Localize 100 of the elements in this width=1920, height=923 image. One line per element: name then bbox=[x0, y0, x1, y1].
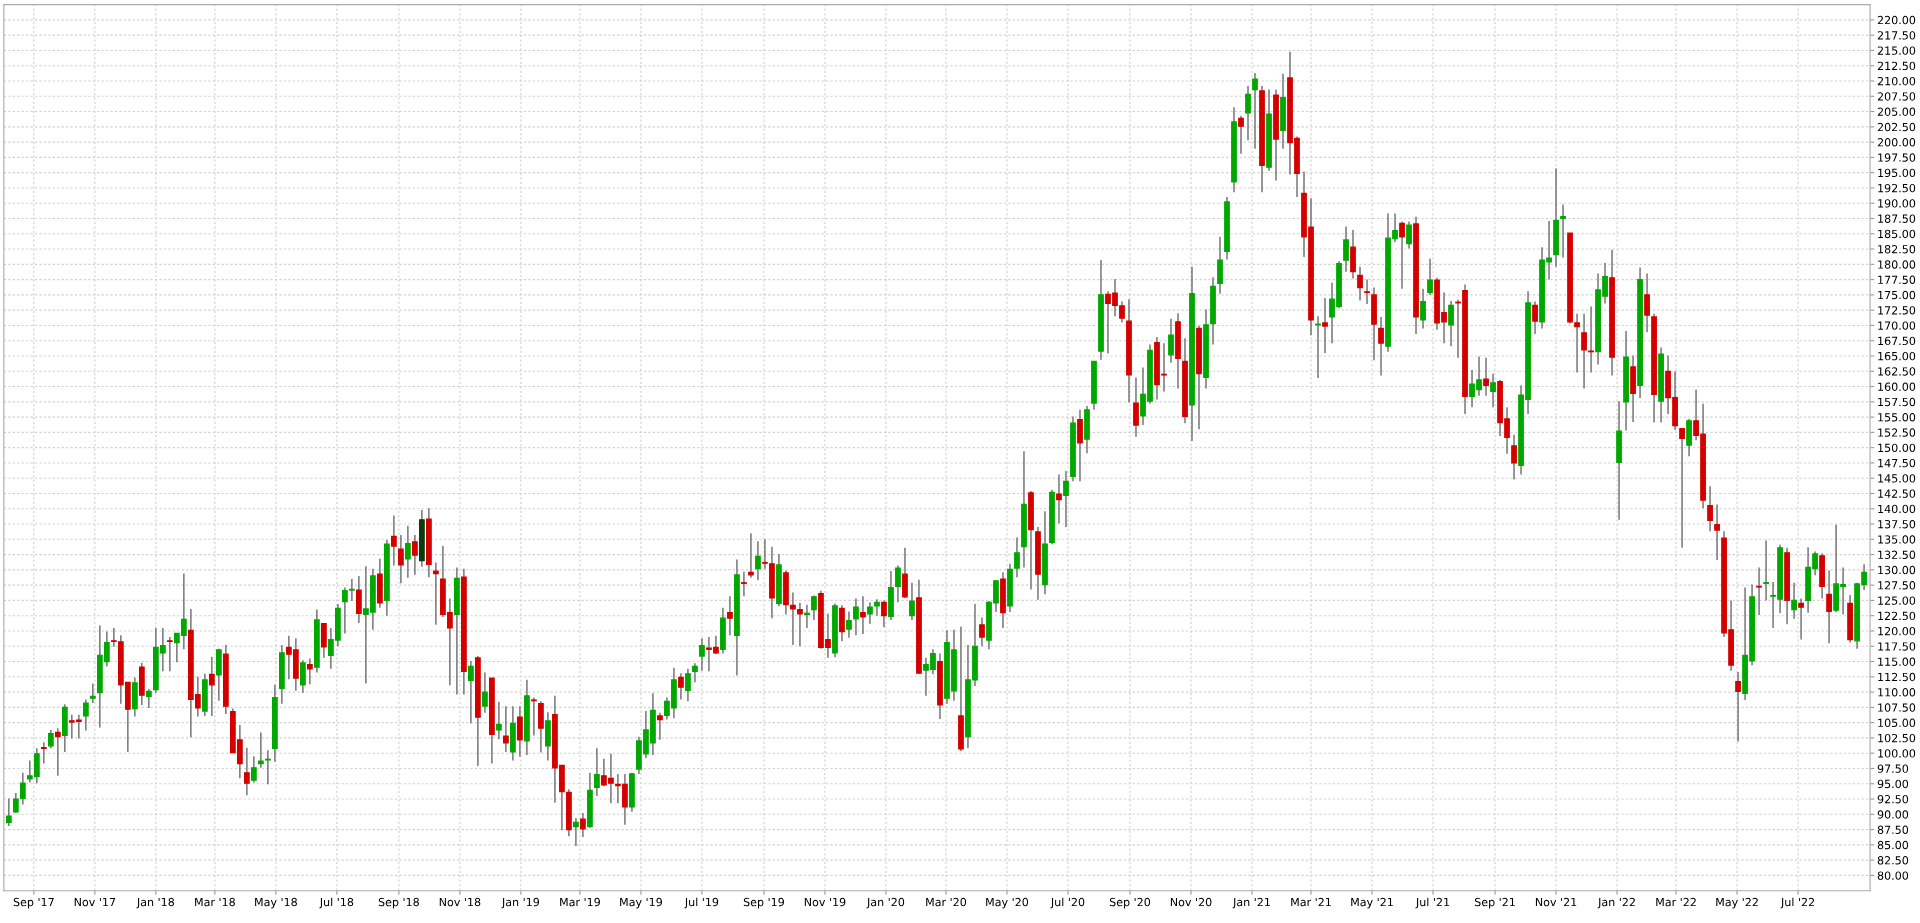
y-tick-label: 117.50 bbox=[1878, 642, 1916, 651]
y-tick-label: 190.00 bbox=[1878, 199, 1916, 208]
candlestick bbox=[5, 797, 12, 827]
x-tick-label: Jul '19 bbox=[684, 897, 719, 909]
y-tick-label: 170.00 bbox=[1878, 321, 1916, 330]
y-tick-label: 135.00 bbox=[1878, 535, 1916, 544]
candlestick bbox=[503, 705, 509, 753]
candlestick bbox=[1378, 316, 1384, 377]
candlestick bbox=[755, 540, 761, 581]
y-tick-label: 82.50 bbox=[1877, 856, 1909, 865]
candlestick bbox=[1756, 566, 1762, 616]
candlestick bbox=[1217, 236, 1223, 295]
candlestick bbox=[433, 561, 439, 626]
x-tick-label: Jan '22 bbox=[1597, 897, 1635, 909]
y-tick-label: 187.50 bbox=[1878, 214, 1916, 223]
y-tick-label: 102.50 bbox=[1878, 733, 1916, 743]
candlestick bbox=[1763, 539, 1769, 602]
y-tick-label: 130.00 bbox=[1878, 565, 1916, 575]
candlestick bbox=[1252, 72, 1258, 150]
y-tick-label: 122.50 bbox=[1878, 611, 1916, 621]
candlestick bbox=[685, 668, 691, 702]
candlestick bbox=[356, 575, 362, 624]
x-tick-label: Mar '18 bbox=[195, 897, 235, 907]
x-tick-label: May '18 bbox=[255, 897, 297, 909]
candlestick bbox=[678, 672, 684, 701]
candlestick bbox=[1511, 434, 1517, 481]
candlestick bbox=[902, 547, 908, 599]
x-tick-label: Nov '21 bbox=[1535, 897, 1577, 907]
candlestick bbox=[468, 660, 474, 724]
y-tick-label: 192.50 bbox=[1878, 183, 1916, 193]
y-tick-label: 162.50 bbox=[1878, 367, 1916, 376]
x-tick-label: Sep '20 bbox=[1109, 897, 1151, 909]
y-tick-label: 85.00 bbox=[1877, 840, 1909, 850]
x-tick-label: Jan '19 bbox=[501, 897, 540, 909]
x-tick-label: Nov '18 bbox=[439, 897, 481, 907]
candlestick bbox=[895, 564, 901, 603]
y-tick-label: 110.00 bbox=[1878, 688, 1916, 697]
candlestick bbox=[166, 636, 173, 673]
y-tick-label: 100.00 bbox=[1878, 749, 1916, 758]
candlestick bbox=[1357, 266, 1363, 302]
y-tick-label: 155.00 bbox=[1878, 413, 1916, 422]
y-tick-label: 132.50 bbox=[1878, 550, 1916, 559]
x-tick-label: Jul '18 bbox=[319, 897, 354, 909]
y-tick-label: 157.50 bbox=[1878, 397, 1916, 407]
y-tick-label: 172.50 bbox=[1878, 306, 1916, 315]
candlestick bbox=[412, 534, 418, 576]
y-tick-label: 97.50 bbox=[1877, 764, 1909, 773]
candlestick bbox=[1826, 569, 1832, 644]
candlestick bbox=[517, 705, 523, 758]
x-tick-label: Mar '22 bbox=[1656, 897, 1696, 907]
candlestick bbox=[727, 595, 733, 636]
candlestick bbox=[1798, 597, 1804, 641]
candlestick bbox=[321, 622, 327, 659]
x-tick-label: May '19 bbox=[620, 897, 662, 909]
y-tick-label: 107.50 bbox=[1878, 703, 1916, 712]
y-tick-label: 140.00 bbox=[1878, 504, 1916, 514]
x-tick-label: Sep '17 bbox=[13, 897, 54, 909]
candlestick bbox=[1679, 428, 1685, 549]
candlestick bbox=[594, 747, 600, 797]
y-tick-label: 147.50 bbox=[1878, 458, 1916, 468]
candlestick bbox=[699, 637, 705, 672]
y-tick-label: 120.00 bbox=[1878, 626, 1916, 636]
y-tick-label: 90.00 bbox=[1877, 810, 1909, 819]
candlestick bbox=[839, 604, 845, 643]
x-tick-label: Jan '20 bbox=[866, 897, 905, 909]
candlestick bbox=[1399, 220, 1405, 290]
candlestick bbox=[1714, 503, 1720, 561]
candlestick bbox=[243, 747, 250, 797]
x-tick-label: Nov '20 bbox=[1170, 897, 1212, 907]
y-tick-label: 137.50 bbox=[1878, 520, 1916, 529]
y-tick-label: 212.50 bbox=[1877, 61, 1916, 71]
candlestick bbox=[1735, 671, 1741, 743]
y-tick-label: 202.50 bbox=[1877, 122, 1916, 132]
candlestick bbox=[1077, 409, 1083, 482]
y-tick-label: 95.00 bbox=[1877, 779, 1909, 789]
x-tick-label: Jul '21 bbox=[1415, 897, 1450, 909]
y-tick-label: 145.00 bbox=[1878, 474, 1916, 483]
y-tick-label: 200.00 bbox=[1877, 138, 1916, 147]
candlestick bbox=[496, 701, 502, 740]
candlestick bbox=[405, 525, 411, 579]
candlestick bbox=[804, 604, 810, 629]
y-tick-label: 80.00 bbox=[1877, 871, 1909, 880]
y-tick-label: 142.50 bbox=[1878, 489, 1916, 498]
x-tick-label: Mar '20 bbox=[926, 897, 967, 907]
candlestick bbox=[692, 662, 698, 684]
candlestick bbox=[1238, 115, 1244, 155]
candlestick bbox=[1322, 297, 1328, 354]
x-tick-label: Jul '22 bbox=[1780, 897, 1815, 909]
candlestick bbox=[1014, 536, 1020, 578]
x-tick-label: Jul '20 bbox=[1050, 897, 1085, 909]
candlestick bbox=[1483, 357, 1489, 397]
candlestick bbox=[1644, 272, 1650, 333]
x-tick-label: Sep '21 bbox=[1474, 897, 1515, 909]
candlestick bbox=[482, 671, 488, 714]
y-tick-label: 207.50 bbox=[1877, 92, 1916, 101]
y-tick-label: 220.00 bbox=[1877, 15, 1916, 25]
y-tick-label: 152.50 bbox=[1878, 428, 1916, 437]
candlestick bbox=[846, 610, 852, 639]
candlestick bbox=[1560, 203, 1566, 259]
candlestick bbox=[1063, 470, 1069, 528]
